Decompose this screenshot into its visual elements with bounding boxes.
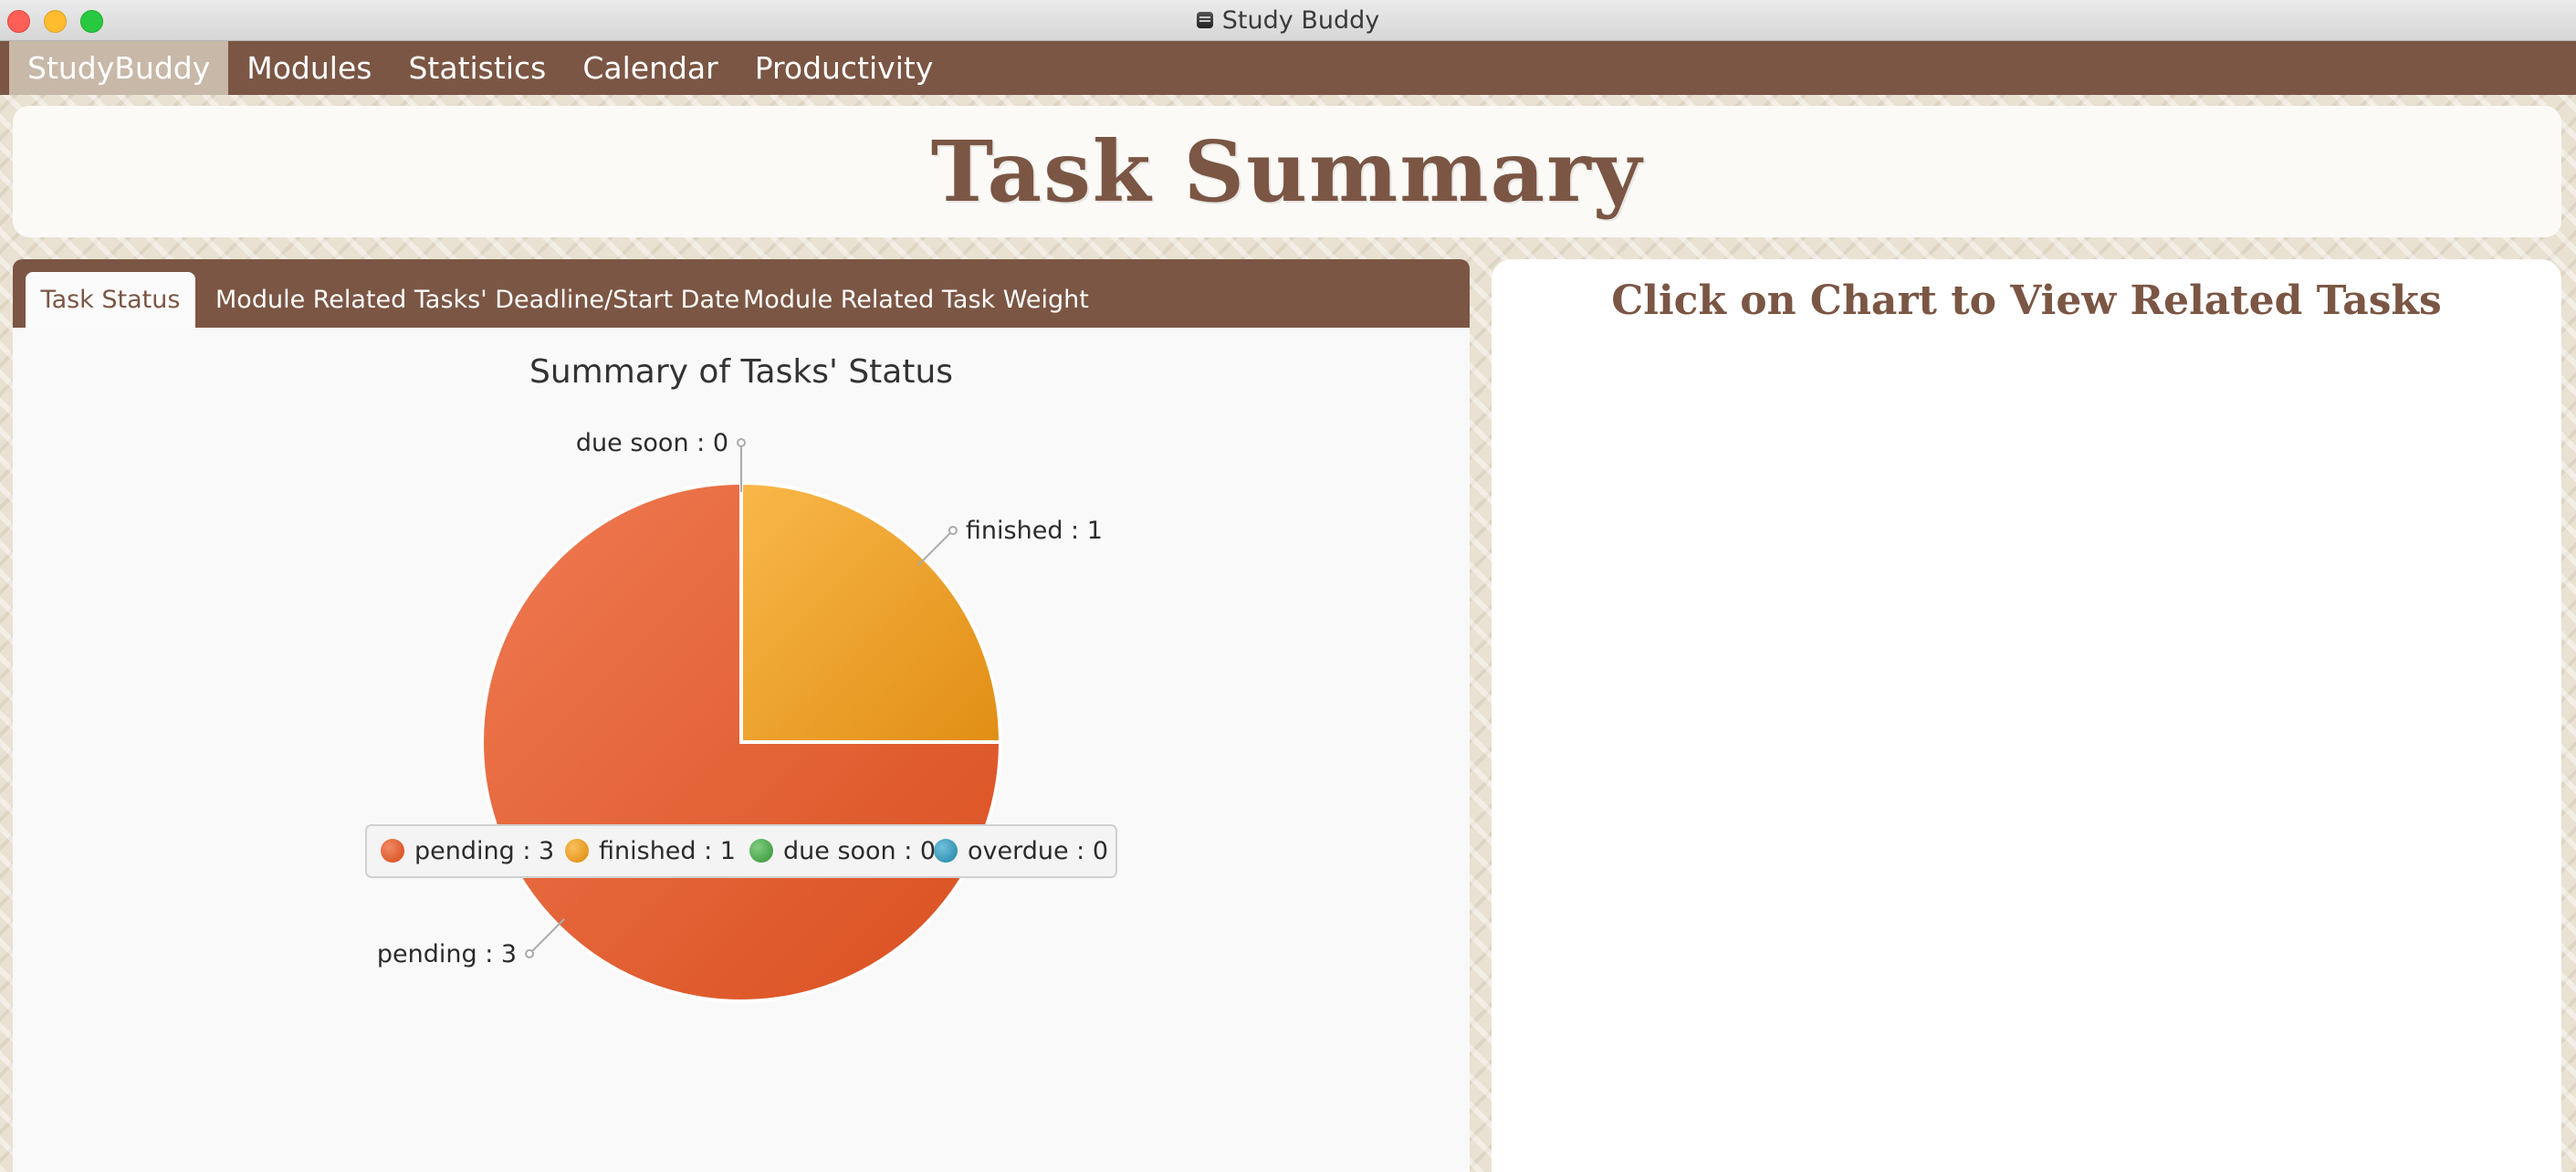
menu-item-statistics[interactable]: Statistics	[408, 50, 547, 86]
chart-panel: Task Status Module Related Tasks' Deadli…	[13, 259, 1470, 1172]
legend-swatch-overdue	[934, 839, 958, 863]
related-tasks-heading: Click on Chart to View Related Tasks	[1611, 277, 2442, 324]
legend-swatch-pending	[381, 839, 404, 863]
menu-item-studybuddy[interactable]: StudyBuddy	[9, 41, 229, 95]
legend-label-finished: finished : 1	[599, 837, 736, 865]
chart-title: Summary of Tasks' Status	[529, 353, 953, 391]
legend-label-due-soon: due soon : 0	[783, 837, 936, 865]
pie-label-pending: pending : 3	[377, 940, 517, 968]
task-status-chart[interactable]: Summary of Tasks' Status finished : 1pen…	[13, 328, 1470, 1172]
label-anchor-finished	[948, 526, 958, 536]
legend-label-pending: pending : 3	[414, 837, 554, 865]
pie-label-finished: finished : 1	[966, 517, 1103, 545]
menu-item-productivity[interactable]: Productivity	[754, 50, 934, 86]
legend-box	[365, 824, 1117, 878]
legend-swatch-due-soon	[749, 839, 773, 863]
legend-swatch-finished	[565, 839, 589, 863]
label-line-pending	[529, 918, 565, 955]
pie-label-due-soon: due soon : 0	[576, 429, 728, 457]
window-title-bar: Study Buddy	[0, 0, 2576, 41]
label-line-finished	[917, 529, 954, 566]
related-tasks-panel: Click on Chart to View Related Tasks	[1492, 259, 2561, 1172]
header-panel: Task Summary	[13, 106, 2561, 237]
tab-bar: Task Status Module Related Tasks' Deadli…	[13, 259, 1470, 328]
window-title-group: Study Buddy	[0, 0, 2576, 40]
tab-deadline-start-date[interactable]: Module Related Tasks' Deadline/Start Dat…	[215, 286, 740, 314]
legend-label-overdue: overdue : 0	[968, 837, 1108, 865]
menu-bar: StudyBuddy Modules Statistics Calendar P…	[0, 41, 2576, 95]
tab-task-status[interactable]: Task Status	[26, 272, 195, 328]
minimize-window-button[interactable]	[44, 10, 67, 33]
maximize-window-button[interactable]	[80, 10, 103, 33]
chart-legend: pending : 3 finished : 1 due soon : 0 overd…	[381, 837, 1108, 865]
pie-group: finished : 1 pending : 3 due soon : 0	[377, 429, 1103, 1003]
pie-slice-finished[interactable]	[739, 480, 1003, 744]
menu-item-modules[interactable]: Modules	[246, 50, 372, 86]
label-anchor-due-soon	[737, 438, 746, 447]
page-title: Task Summary	[930, 122, 1644, 221]
menu-item-calendar[interactable]: Calendar	[582, 50, 718, 86]
label-anchor-pending	[525, 948, 535, 958]
tab-task-weight[interactable]: Module Related Task Weight	[743, 286, 1089, 314]
window-title: Study Buddy	[1221, 5, 1380, 35]
app-icon	[1196, 12, 1213, 28]
close-window-button[interactable]	[7, 10, 30, 33]
